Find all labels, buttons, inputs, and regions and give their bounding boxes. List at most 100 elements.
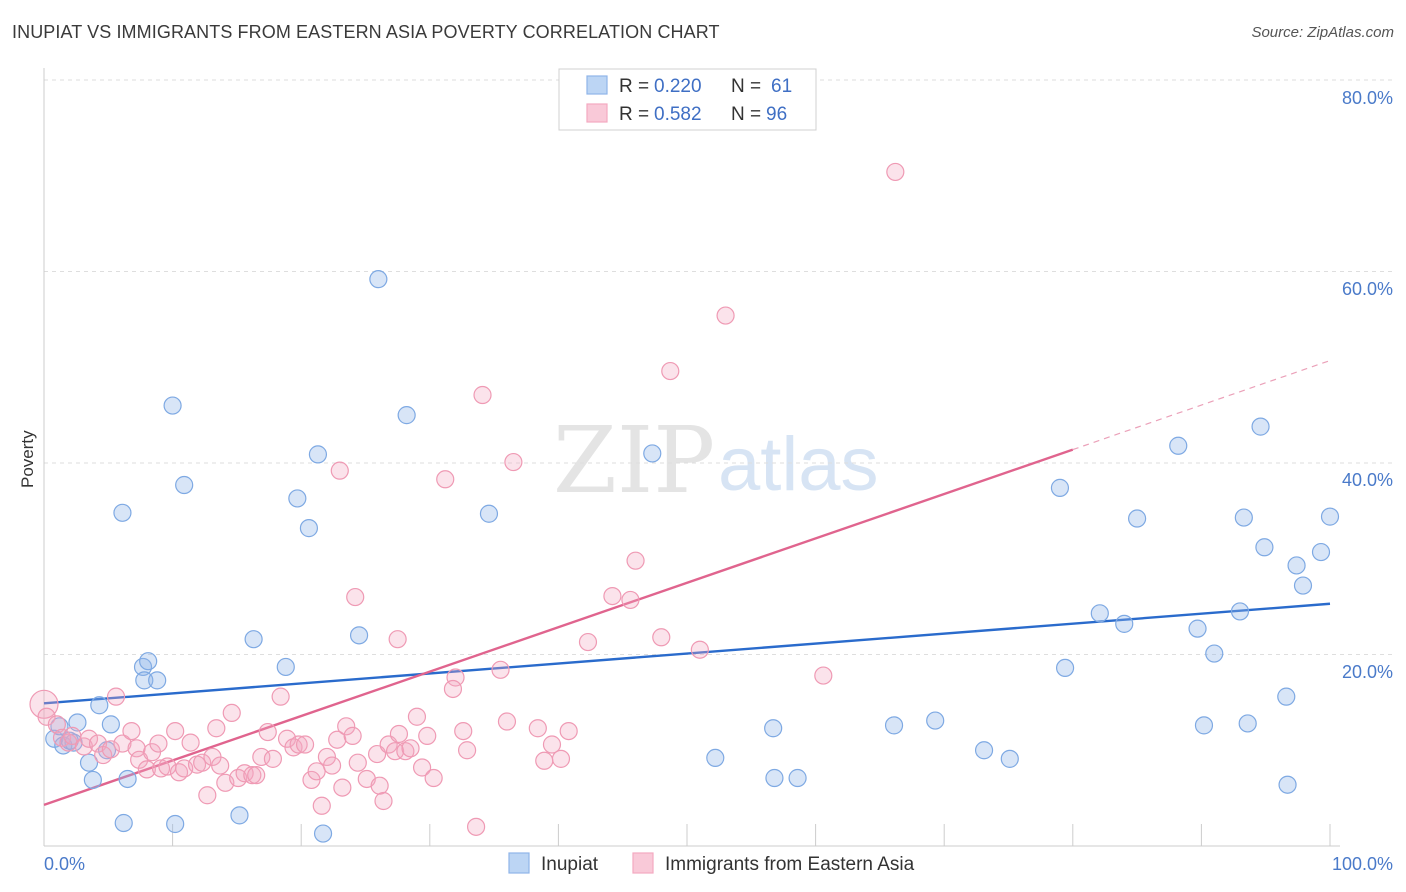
immigrants-point — [193, 753, 212, 772]
inupiat-point — [118, 769, 137, 789]
trend-lines — [43, 359, 1331, 806]
inupiat-point — [1287, 556, 1306, 575]
legend-n-value: 61 — [771, 76, 792, 97]
immigrants-point — [302, 770, 321, 790]
inupiat-point — [397, 406, 416, 425]
legend-swatch-inupiat — [586, 75, 608, 95]
immigrants-point — [149, 734, 168, 753]
inupiat-point — [765, 768, 784, 788]
y-tick-label: 80.0% — [1342, 88, 1393, 108]
legend-n-label: N = — [731, 104, 761, 125]
immigrants-point — [322, 756, 342, 775]
bottom-legend-label-inupiat: Inupiat — [541, 854, 599, 875]
legend-r-value: 0.582 — [654, 104, 702, 125]
immigrants-point — [621, 590, 640, 610]
immigrants-point — [497, 712, 517, 731]
immigrants-point — [222, 703, 241, 723]
immigrants-point — [626, 551, 645, 570]
immigrants-point — [388, 630, 407, 649]
immigrants-point — [389, 724, 409, 744]
inupiat-point — [113, 503, 132, 522]
inupiat-point — [1277, 687, 1296, 706]
immigrants-point — [106, 687, 126, 706]
inupiat-point — [479, 504, 499, 523]
immigrants-point — [207, 719, 226, 738]
immigrants-point — [137, 760, 156, 779]
inupiat-point — [64, 733, 83, 752]
inupiat-point — [1255, 538, 1274, 557]
legend-n-label: N = — [731, 76, 761, 97]
immigrants-point — [374, 791, 393, 811]
y-tick-label: 20.0% — [1342, 662, 1393, 682]
immigrants-point — [418, 726, 437, 745]
inupiat-point — [1320, 507, 1340, 526]
immigrants-point — [307, 762, 326, 781]
bottom-legend: Inupiat Immigrants from Eastern Asia — [508, 852, 915, 875]
immigrants-point — [122, 721, 141, 741]
immigrants-point — [412, 758, 432, 777]
inupiat-point — [1278, 775, 1297, 794]
inupiat-point — [114, 813, 133, 833]
inupiat-point — [175, 475, 194, 495]
immigrants-point — [258, 722, 277, 742]
inupiat-point — [1115, 614, 1134, 633]
inupiat-point — [230, 806, 249, 825]
immigrants-point — [559, 721, 578, 741]
legend-r-value: 0.220 — [654, 76, 702, 97]
bottom-legend-label-immigrants: Immigrants from Eastern Asia — [665, 854, 915, 875]
immigrants-point — [181, 733, 200, 752]
bottom-legend-swatch-immigrants — [632, 852, 654, 874]
immigrants-point — [661, 361, 680, 381]
immigrants-point — [466, 817, 486, 836]
immigrants-point — [289, 735, 308, 754]
inupiat-point — [299, 519, 319, 538]
immigrants-point — [166, 721, 185, 741]
immigrants-point — [886, 162, 905, 182]
immigrants-point — [348, 753, 367, 772]
y-tick-label: 60.0% — [1342, 279, 1393, 299]
legend-r-label: R = — [619, 104, 649, 125]
inupiat-point — [135, 671, 154, 690]
inupiat-point — [1050, 478, 1070, 497]
immigrants-point — [535, 751, 554, 770]
immigrants-point — [333, 778, 352, 797]
axes — [43, 68, 1340, 847]
y-tick-label: 40.0% — [1342, 470, 1393, 490]
immigrants-point — [263, 749, 283, 768]
source-label: Source: ZipAtlas.com — [1251, 24, 1394, 41]
inupiat-point — [163, 396, 182, 415]
inupiat-point — [50, 717, 69, 736]
inupiat-point — [276, 657, 295, 677]
immigrants-point — [346, 587, 365, 607]
immigrants-point — [243, 766, 262, 785]
immigrants-point — [454, 721, 473, 741]
immigrants-point — [113, 734, 132, 753]
inupiat-point — [788, 768, 807, 788]
immigrants-point — [328, 730, 347, 749]
inupiat-point — [1194, 716, 1214, 735]
immigrants-point — [101, 740, 120, 759]
legend: R = 0.220 N = 61 R = 0.582 N = 96 — [558, 68, 817, 131]
immigrants-point — [284, 738, 303, 757]
immigrants-point — [401, 739, 420, 758]
y-axis-label: Poverty — [18, 430, 37, 488]
inupiat-point — [974, 741, 994, 760]
inupiat-point — [79, 753, 99, 772]
immigrants-point — [504, 452, 523, 472]
inupiat-point — [884, 716, 904, 735]
inupiat-point — [1127, 509, 1147, 528]
immigrants-point — [47, 715, 66, 734]
immigrants-point — [151, 759, 171, 778]
inupiat-point — [1090, 604, 1109, 623]
immigrants-point — [343, 726, 362, 745]
inupiat-trend-line — [43, 602, 1331, 705]
immigrants-point — [457, 741, 477, 760]
legend-n-value: 96 — [766, 104, 787, 125]
bottom-legend-swatch-inupiat — [508, 852, 530, 874]
inupiat-point — [101, 715, 120, 734]
immigrants-point — [690, 640, 709, 659]
immigrants-point — [29, 689, 59, 719]
immigrants-point — [247, 766, 266, 785]
legend-r-label: R = — [619, 76, 649, 97]
inupiat-point — [1238, 714, 1257, 733]
